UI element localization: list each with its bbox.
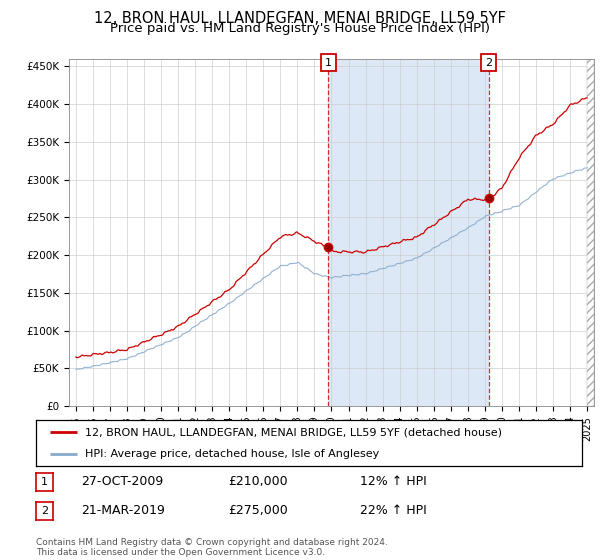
Text: 2: 2: [41, 506, 48, 516]
Text: Contains HM Land Registry data © Crown copyright and database right 2024.
This d: Contains HM Land Registry data © Crown c…: [36, 538, 388, 557]
Text: Price paid vs. HM Land Registry's House Price Index (HPI): Price paid vs. HM Land Registry's House …: [110, 22, 490, 35]
Text: £275,000: £275,000: [228, 504, 288, 517]
Text: HPI: Average price, detached house, Isle of Anglesey: HPI: Average price, detached house, Isle…: [85, 449, 379, 459]
Text: £210,000: £210,000: [228, 475, 287, 488]
Text: 1: 1: [41, 477, 48, 487]
Bar: [328, 59, 488, 406]
Text: 27-OCT-2009: 27-OCT-2009: [81, 475, 163, 488]
Text: 12% ↑ HPI: 12% ↑ HPI: [360, 475, 427, 488]
Text: 12, BRON HAUL, LLANDEGFAN, MENAI BRIDGE, LL59 5YF (detached house): 12, BRON HAUL, LLANDEGFAN, MENAI BRIDGE,…: [85, 427, 502, 437]
Text: 12, BRON HAUL, LLANDEGFAN, MENAI BRIDGE, LL59 5YF: 12, BRON HAUL, LLANDEGFAN, MENAI BRIDGE,…: [94, 11, 506, 26]
Text: 2: 2: [485, 58, 492, 68]
Text: 22% ↑ HPI: 22% ↑ HPI: [360, 504, 427, 517]
Text: 1: 1: [325, 58, 332, 68]
Text: 21-MAR-2019: 21-MAR-2019: [81, 504, 165, 517]
